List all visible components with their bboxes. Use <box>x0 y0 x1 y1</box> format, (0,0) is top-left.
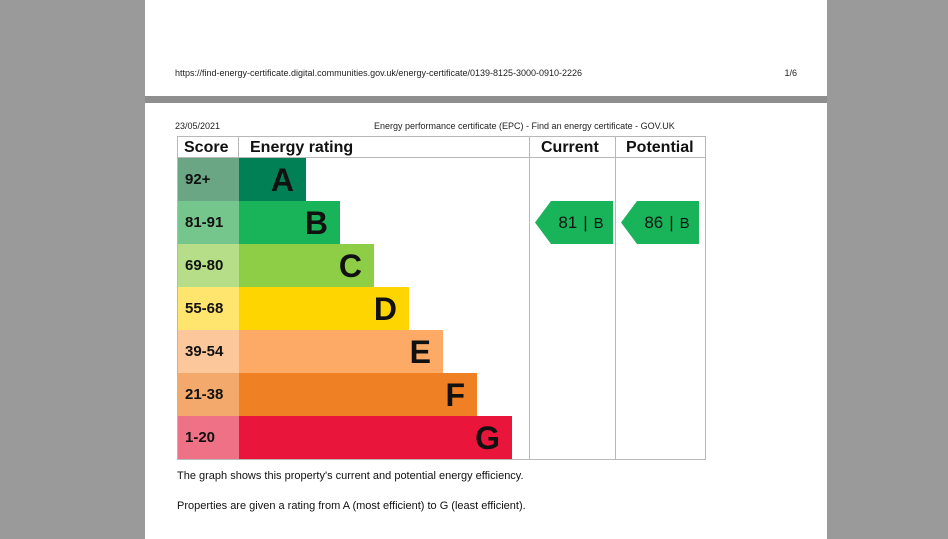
potential-rating-separator: | <box>669 213 674 232</box>
band-score-f: 21-38 <box>178 373 239 416</box>
current-rating-arrow: 81 | B <box>535 201 613 244</box>
band-score-c: 69-80 <box>178 244 239 287</box>
band-letter-e: E <box>409 334 431 370</box>
description-line-2: Properties are given a rating from A (mo… <box>177 500 526 512</box>
potential-arrow-shape <box>621 201 699 244</box>
band-bar-g: G <box>239 416 512 459</box>
band-bar-d: D <box>239 287 409 330</box>
header-title: Energy performance certificate (EPC) - F… <box>374 121 675 131</box>
band-bar-c: C <box>239 244 374 287</box>
band-score-g: 1-20 <box>178 416 239 459</box>
band-score-d: 55-68 <box>178 287 239 330</box>
band-letter-a: A <box>270 162 294 198</box>
band-bar-a: A <box>239 158 306 201</box>
column-header-current: Current <box>541 139 599 156</box>
potential-rating-band: B <box>679 215 690 232</box>
current-rating-value: 81 <box>558 213 578 232</box>
current-rating-band: B <box>593 215 604 232</box>
page-separator <box>145 96 827 103</box>
band-bar-e: E <box>239 330 443 373</box>
current-rating-separator: | <box>583 213 588 232</box>
band-score-b: 81-91 <box>178 201 239 244</box>
band-letter-b: B <box>304 205 328 241</box>
band-letter-f: F <box>445 377 465 413</box>
potential-rating-arrow: 86 | B <box>621 201 699 244</box>
potential-rating-value: 86 <box>644 213 664 232</box>
potential-divider <box>615 137 616 459</box>
band-score-a: 92+ <box>178 158 239 201</box>
footer-url[interactable]: https://find-energy-certificate.digital.… <box>175 68 583 78</box>
pdf-page-previous: https://find-energy-certificate.digital.… <box>145 0 827 96</box>
band-score-e: 39-54 <box>178 330 239 373</box>
header-date: 23/05/2021 <box>175 121 221 131</box>
band-letter-g: G <box>475 420 500 456</box>
band-bar-b: B <box>239 201 340 244</box>
energy-rating-chart: Score Energy rating Current Potential 92… <box>177 136 706 460</box>
column-header-energy-rating: Energy rating <box>250 139 354 156</box>
footer-page-number: 1/6 <box>784 68 797 78</box>
potential-rating-label: 86 | B <box>635 201 699 244</box>
pdf-page-current: 23/05/2021 Energy performance certificat… <box>145 103 827 539</box>
column-header-potential: Potential <box>626 139 694 156</box>
header-divider <box>178 157 705 158</box>
description-line-1: The graph shows this property's current … <box>177 470 524 482</box>
band-letter-d: D <box>373 291 397 327</box>
column-header-score: Score <box>184 139 229 156</box>
band-letter-c: C <box>338 248 362 284</box>
current-rating-label: 81 | B <box>549 201 613 244</box>
band-bar-f: F <box>239 373 477 416</box>
current-divider <box>529 137 530 459</box>
current-arrow-shape <box>535 201 613 244</box>
